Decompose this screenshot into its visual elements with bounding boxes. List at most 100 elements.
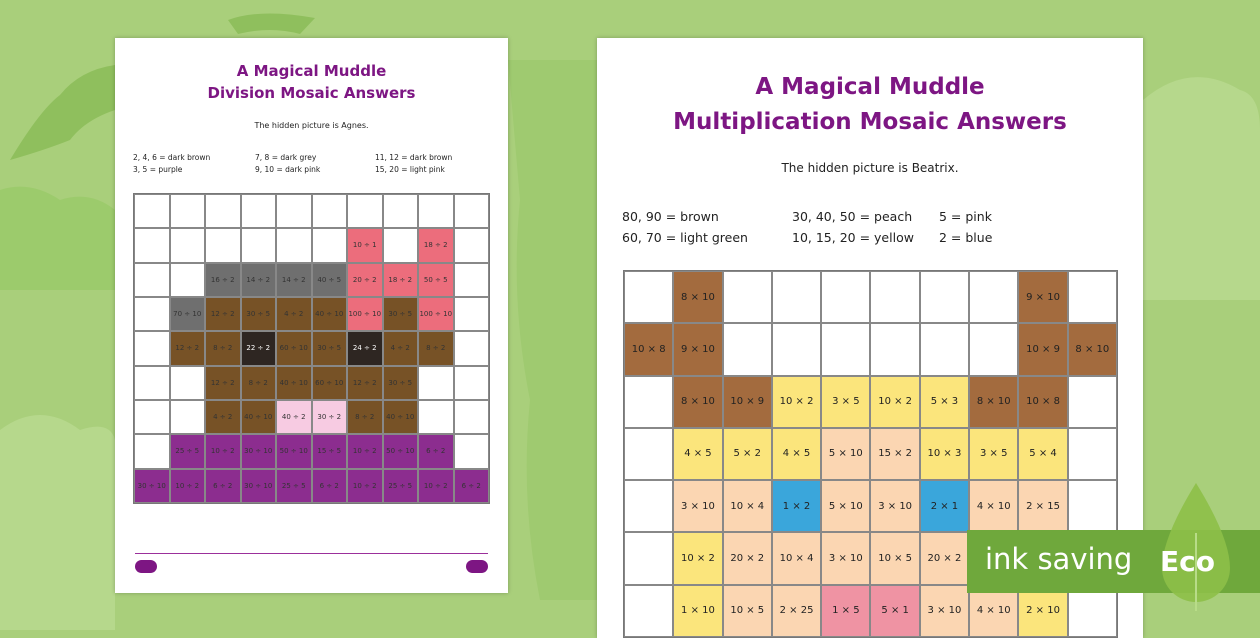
color-key-column: 11, 12 = dark brown 15, 20 = light pink [375, 152, 452, 176]
mosaic-cell-empty [1067, 375, 1117, 428]
bat-wing-decoration [10, 65, 115, 160]
mosaic-cell-dark-brown: 8 ÷ 2 [418, 331, 454, 366]
mosaic-cell-empty [453, 365, 489, 400]
mosaic-cell-purple: 30 ÷ 10 [240, 468, 276, 503]
multiplication-mosaic-sheet: A Magical Muddle Multiplication Mosaic A… [597, 38, 1143, 638]
mosaic-cell-peach: 4 × 10 [969, 480, 1019, 533]
key-item: 10, 15, 20 = yellow [792, 230, 914, 245]
key-item: 2, 4, 6 = dark brown [133, 153, 211, 162]
leaf-drop-icon [1162, 483, 1230, 611]
mosaic-cell-empty [134, 194, 170, 229]
mosaic-cell-empty [418, 194, 454, 229]
twinkl-logo [466, 560, 488, 573]
mosaic-cell-empty [205, 194, 241, 229]
mosaic-cell-empty [453, 331, 489, 366]
mosaic-cell-peach: 3 × 10 [870, 480, 920, 533]
hidden-picture-text: The hidden picture is Agnes. [254, 121, 369, 130]
mosaic-cell-dark-brown: 8 ÷ 2 [205, 331, 241, 366]
mosaic-cell-yellow: 10 × 2 [771, 375, 822, 428]
mosaic-cell-peach: 2 × 25 [771, 584, 822, 637]
mosaic-cell-purple: 30 ÷ 10 [240, 434, 276, 469]
mosaic-cell-dark-pink: 18 ÷ 2 [382, 262, 418, 297]
mosaic-cell-brown: 8 × 10 [1067, 323, 1117, 376]
mosaic-cell-purple: 25 ÷ 5 [276, 468, 312, 503]
mosaic-cell-empty [240, 194, 276, 229]
mosaic-cell-purple: 10 ÷ 2 [205, 434, 241, 469]
mosaic-cell-purple: 6 ÷ 2 [453, 468, 489, 503]
mosaic-cell-empty [418, 399, 454, 435]
mosaic-cell-dark-grey: 14 ÷ 2 [276, 262, 312, 297]
mosaic-cell-dark-brown: 8 ÷ 2 [347, 399, 383, 435]
twinkl-logo [135, 560, 157, 573]
mosaic-cell-pink: 5 × 1 [870, 584, 920, 637]
mosaic-cell-very-dark: 22 ÷ 2 [240, 331, 276, 366]
bat-wing-decoration-top [228, 13, 315, 35]
mosaic-cell-very-dark: 24 ÷ 2 [347, 331, 383, 366]
division-mosaic-sheet: A Magical Muddle Division Mosaic Answers… [115, 38, 508, 593]
title-line-1: A Magical Muddle [755, 74, 985, 100]
mosaic-cell-empty [821, 323, 871, 376]
mosaic-cell-empty [624, 427, 674, 481]
mosaic-cell-peach: 15 × 2 [870, 427, 920, 481]
mosaic-cell-empty [722, 323, 772, 376]
mosaic-cell-dark-grey: 16 ÷ 2 [205, 262, 241, 297]
title-line-2: Division Mosaic Answers [207, 84, 416, 102]
mosaic-cell-peach: 3 × 10 [821, 532, 871, 585]
mosaic-cell-empty [821, 271, 871, 324]
mosaic-cell-empty [453, 228, 489, 263]
mosaic-cell-yellow: 3 × 5 [821, 375, 871, 428]
mosaic-cell-yellow: 4 × 5 [771, 427, 822, 481]
mosaic-cell-dark-pink: 20 ÷ 2 [347, 262, 383, 297]
mosaic-cell-purple: 10 ÷ 2 [347, 468, 383, 503]
mosaic-cell-dark-brown: 40 ÷ 10 [382, 399, 418, 435]
key-item: 5 = pink [939, 209, 992, 224]
mosaic-cell-empty [919, 271, 970, 324]
tower-decoration [508, 60, 597, 600]
mosaic-cell-yellow: 2 × 10 [1018, 584, 1068, 637]
mosaic-cell-yellow: 3 × 5 [969, 427, 1019, 481]
mosaic-cell-peach: 10 × 5 [870, 532, 920, 585]
title-line-2: Multiplication Mosaic Answers [673, 109, 1067, 135]
mosaic-cell-empty [169, 399, 205, 435]
mosaic-cell-empty [453, 296, 489, 332]
mosaic-cell-peach: 2 × 15 [1018, 480, 1068, 533]
key-item: 60, 70 = light green [622, 230, 748, 245]
sheet-title: A Magical Muddle Division Mosaic Answers [115, 60, 508, 104]
mosaic-cell-purple: 10 ÷ 2 [169, 468, 205, 503]
mosaic-cell-yellow: 5 × 2 [722, 427, 772, 481]
color-key-column: 5 = pink 2 = blue [939, 206, 992, 248]
mosaic-cell-empty [624, 480, 674, 533]
mosaic-cell-dark-brown: 30 ÷ 5 [311, 331, 347, 366]
mosaic-cell-purple: 50 ÷ 10 [276, 434, 312, 469]
mosaic-cell-empty [169, 194, 205, 229]
mosaic-cell-empty [134, 399, 170, 435]
eco-label: Eco [1160, 545, 1215, 578]
mosaic-cell-empty [134, 228, 170, 263]
mosaic-cell-dark-brown: 4 ÷ 2 [276, 296, 312, 332]
key-item: 30, 40, 50 = peach [792, 209, 913, 224]
mosaic-cell-dark-brown: 60 ÷ 10 [311, 365, 347, 400]
mosaic-cell-brown: 9 × 10 [673, 323, 723, 376]
mosaic-cell-brown: 10 × 9 [1018, 323, 1068, 376]
mosaic-cell-empty [771, 271, 822, 324]
mosaic-cell-dark-brown: 30 ÷ 5 [382, 296, 418, 332]
mosaic-cell-dark-brown: 4 ÷ 2 [382, 331, 418, 366]
mosaic-cell-empty [624, 584, 674, 637]
cloud-decoration-left [0, 415, 115, 630]
mosaic-grid: 10 ÷ 1 18 ÷ 2 16 ÷ 2 14 ÷ 2 14 ÷ 2 40 ÷ 5 20 ÷… [133, 193, 490, 504]
mosaic-cell-purple: 6 ÷ 2 [311, 468, 347, 503]
mosaic-cell-empty [453, 262, 489, 297]
mosaic-cell-empty [453, 434, 489, 469]
hidden-picture-text: The hidden picture is Beatrix. [781, 161, 959, 175]
mosaic-cell-empty [1067, 427, 1117, 481]
mosaic-cell-peach: 3 × 10 [919, 584, 970, 637]
mosaic-cell-brown: 8 × 10 [673, 271, 723, 324]
mosaic-cell-purple: 10 ÷ 2 [418, 468, 454, 503]
mosaic-cell-yellow: 4 × 5 [673, 427, 723, 481]
mosaic-cell-empty [771, 323, 822, 376]
mosaic-cell-yellow: 10 × 3 [919, 427, 970, 481]
mosaic-cell-empty [722, 271, 772, 324]
mosaic-cell-yellow: 10 × 2 [673, 532, 723, 585]
